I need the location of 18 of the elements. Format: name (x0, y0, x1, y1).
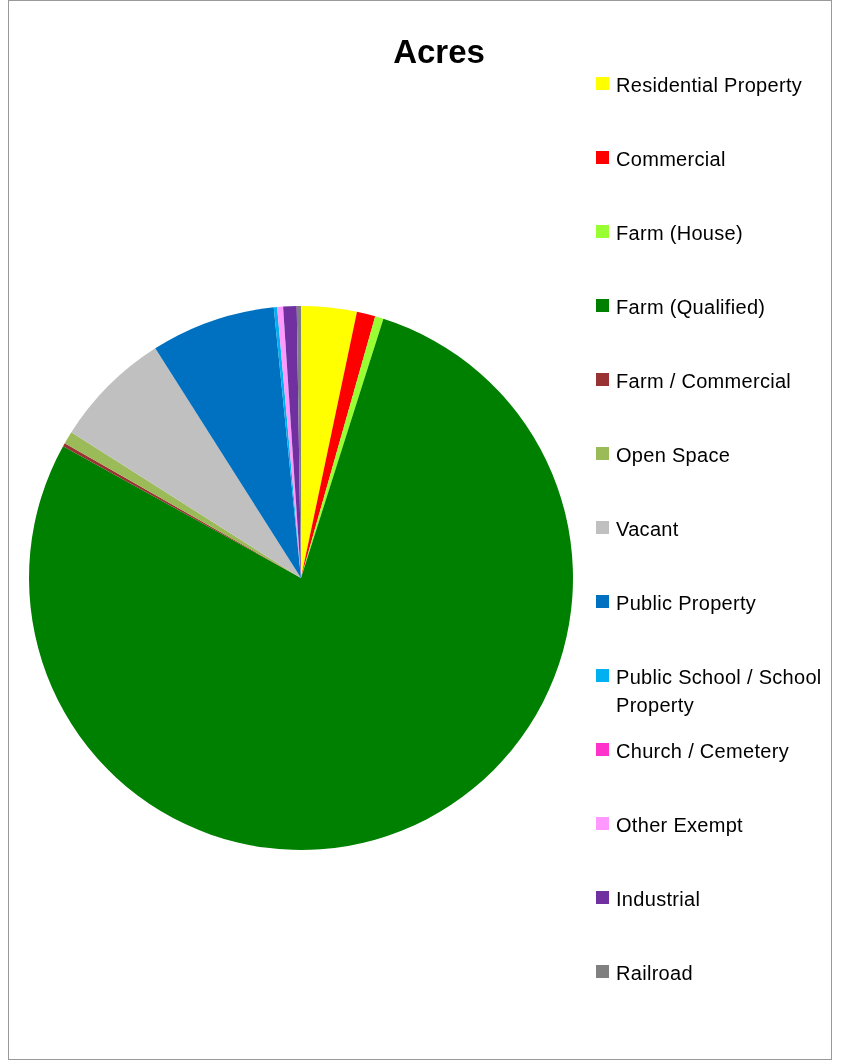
legend-label: Railroad (616, 961, 693, 986)
pie-slice (29, 318, 573, 850)
legend-label: Public Property (616, 591, 757, 616)
pie-slice (301, 306, 357, 578)
chart-title: Acres (392, 33, 486, 71)
legend-label: Industrial (616, 887, 701, 912)
pie-slice (155, 307, 301, 578)
legend-label: Other Exempt (616, 813, 743, 838)
legend-label: Open Space (616, 443, 731, 468)
legend-label: Commercial (616, 147, 726, 172)
legend-label: Farm (House) (616, 221, 743, 246)
legend-label: Vacant (616, 517, 679, 542)
legend-label: Farm / Commercial (616, 369, 792, 394)
pie-slice (71, 348, 301, 578)
legend-label: Public School / School Property (616, 665, 823, 718)
legend-label: Farm (Qualified) (616, 295, 766, 320)
legend-label: Church / Cemetery (616, 739, 789, 764)
legend-label: Residential Property (616, 73, 803, 98)
